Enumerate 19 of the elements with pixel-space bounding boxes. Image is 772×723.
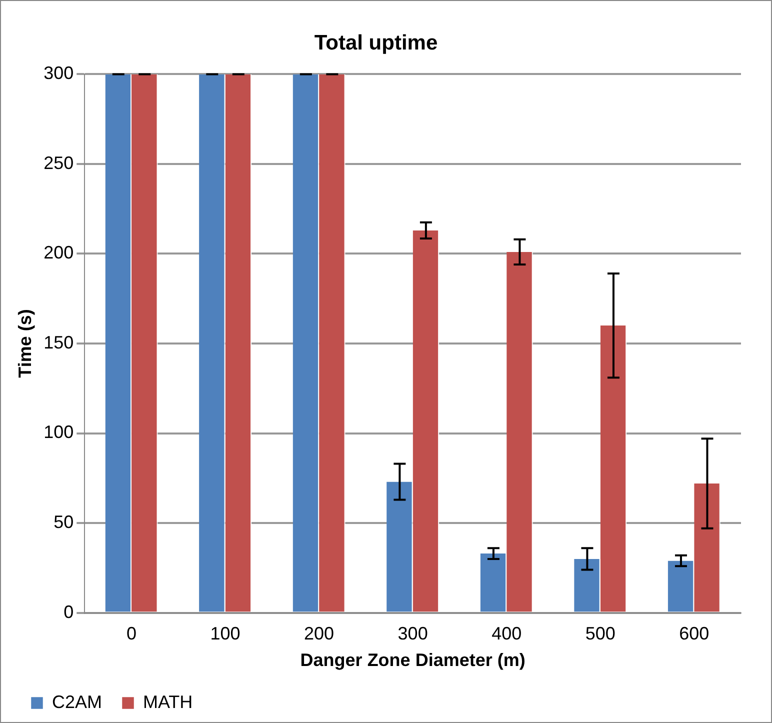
x-tick-label: 600 [679, 624, 710, 644]
legend-label: C2AM [52, 692, 102, 712]
x-tick-label: 400 [492, 624, 522, 644]
x-tick-label: 500 [585, 624, 616, 644]
x-tick-label: 200 [304, 624, 334, 644]
chart-title: Total uptime [314, 31, 438, 54]
y-axis-title: Time (s) [14, 309, 35, 378]
y-tick-label: 300 [44, 63, 74, 84]
y-tick-label: 0 [64, 602, 74, 622]
x-tick-label: 300 [398, 624, 428, 644]
y-tick-label: 250 [44, 152, 74, 173]
y-tick-label: 200 [44, 242, 74, 263]
x-tick-label: 100 [210, 624, 240, 644]
y-tick-label: 100 [44, 422, 74, 442]
x-axis-title: Danger Zone Diameter (m) [300, 650, 526, 670]
legend-label: MATH [143, 692, 193, 712]
y-tick-label: 150 [44, 332, 74, 352]
x-tick-label: 0 [126, 624, 137, 644]
y-tick-label: 50 [54, 512, 74, 532]
